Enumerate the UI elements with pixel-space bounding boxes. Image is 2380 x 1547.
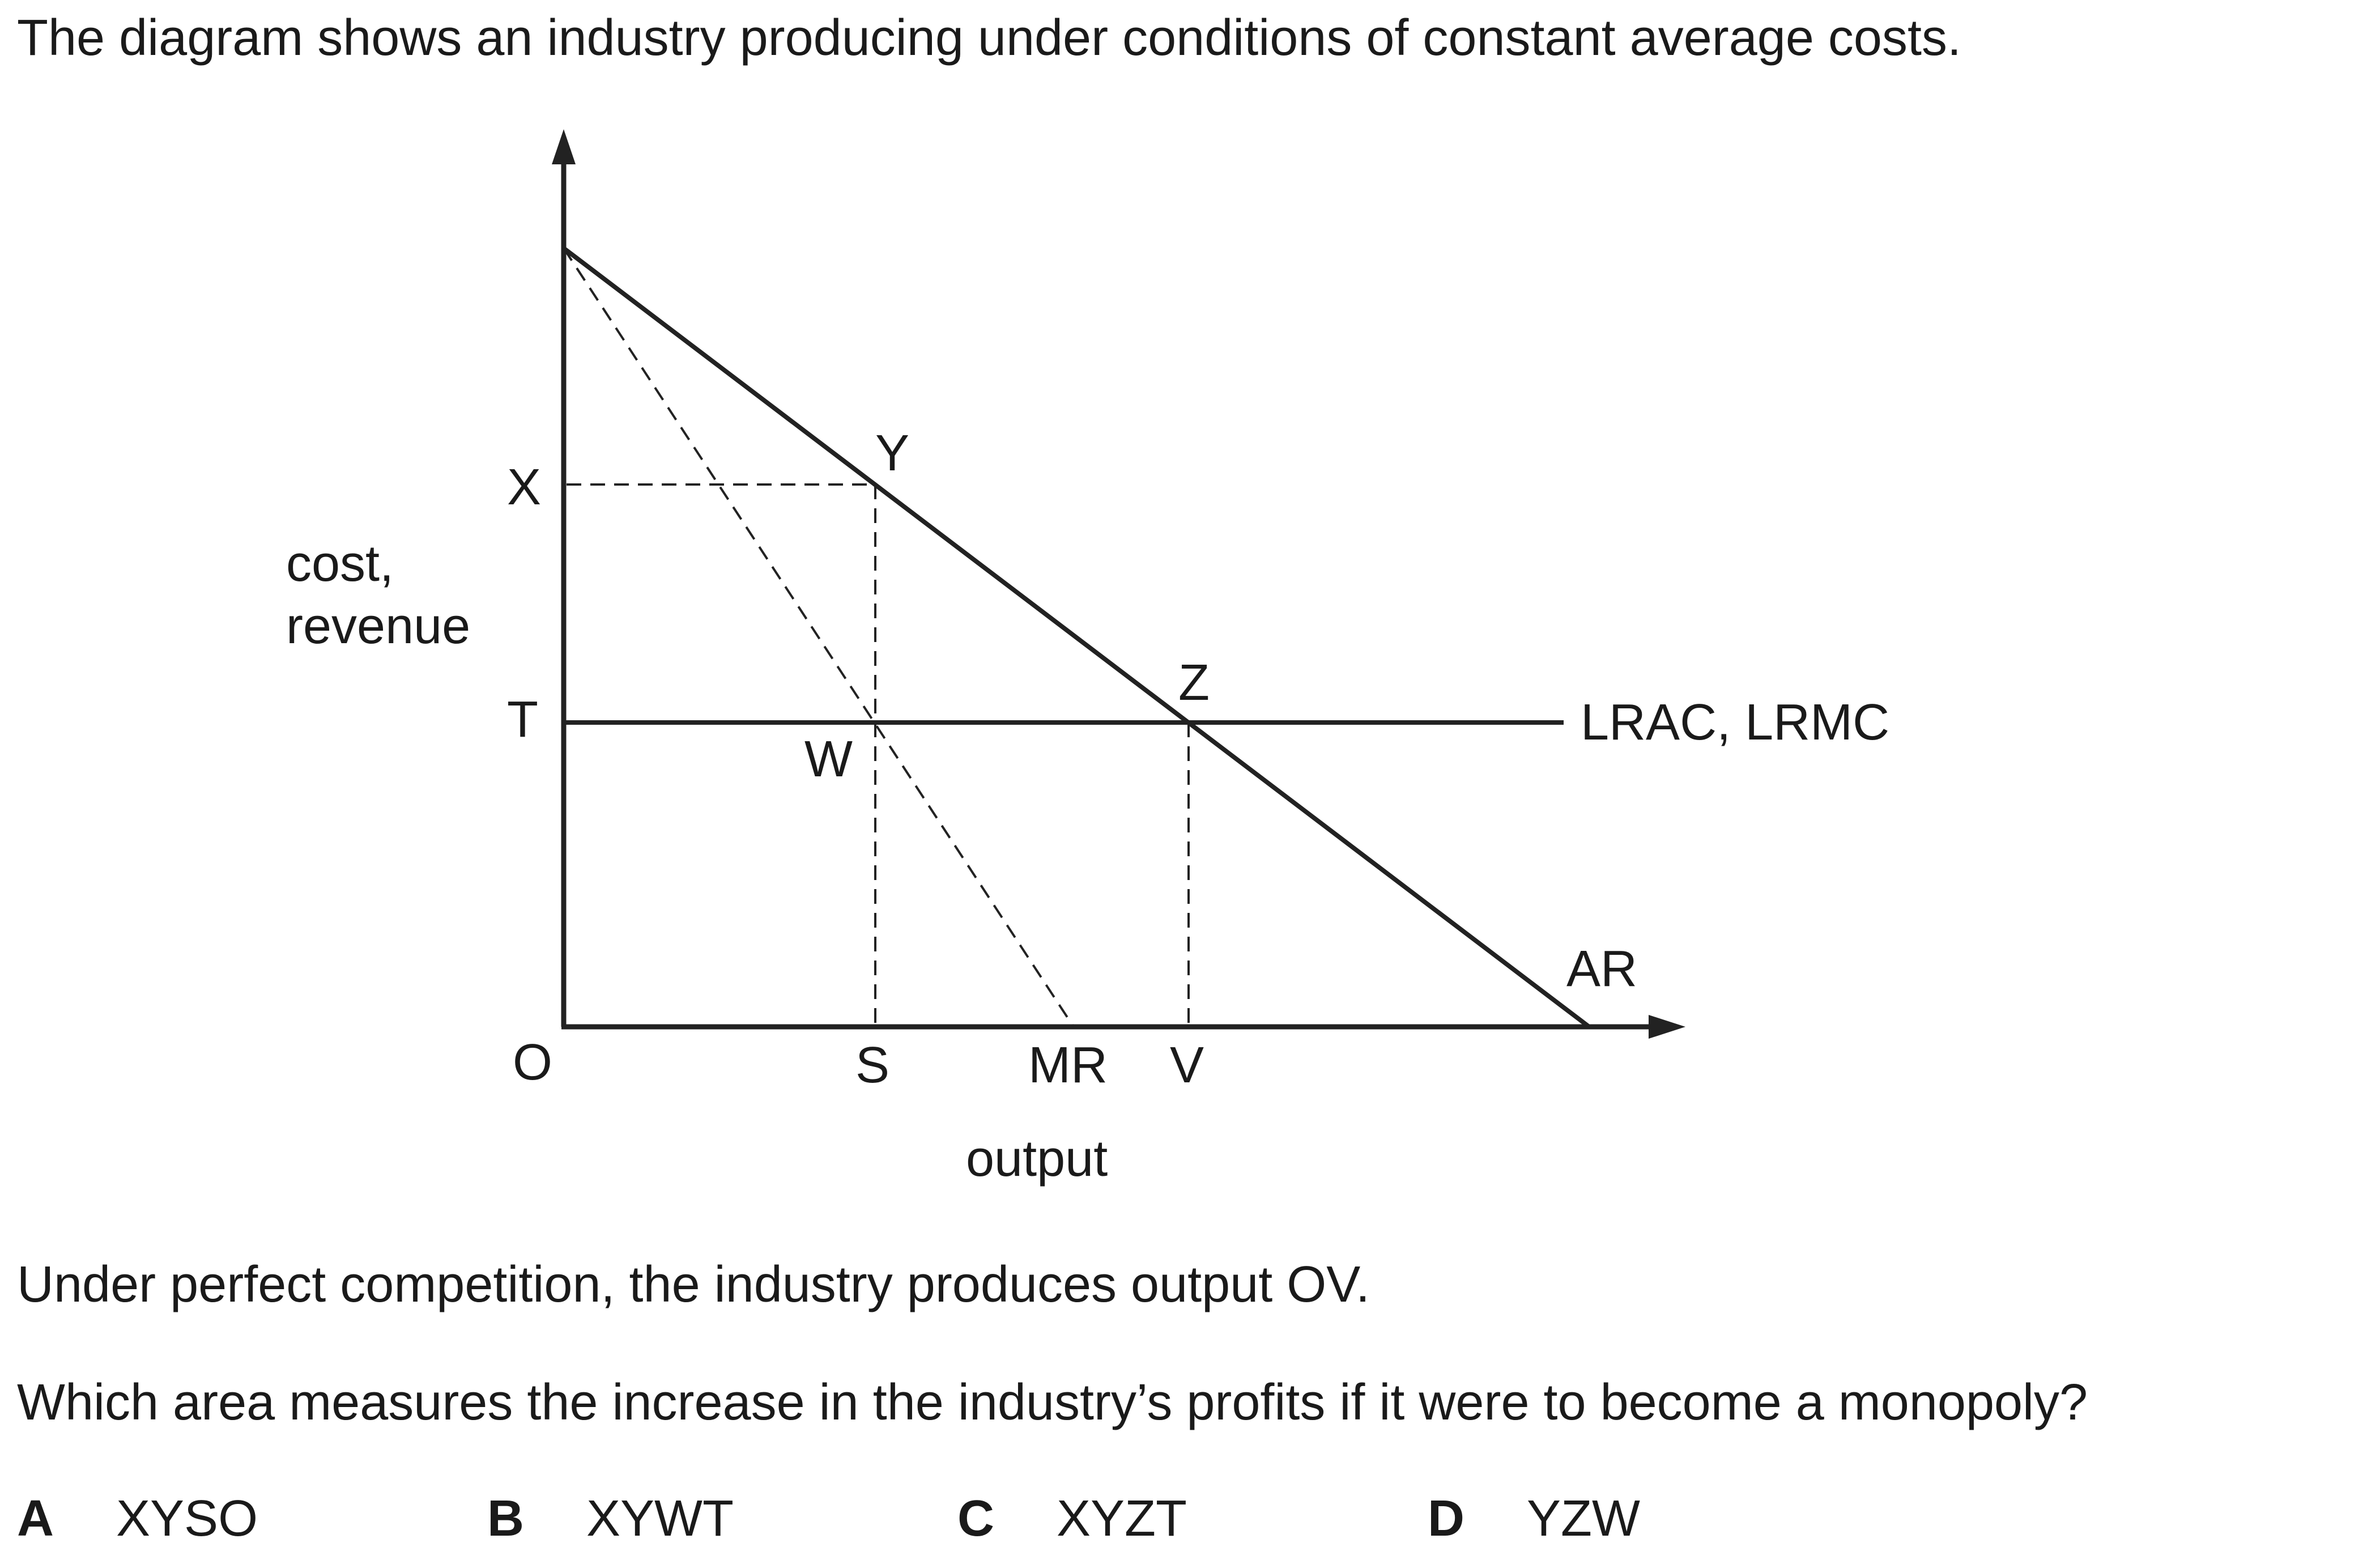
option-c[interactable]: C XYZT — [957, 1490, 1187, 1547]
curve-cost-label: LRAC, LRMC — [1581, 694, 1889, 751]
option-b-text: XYWT — [586, 1490, 734, 1547]
x-axis-label: output — [966, 1130, 1108, 1187]
point-z-label: Z — [1178, 654, 1210, 711]
option-a-letter: A — [17, 1490, 54, 1547]
option-b-letter: B — [487, 1490, 524, 1547]
curve-ar-label: AR — [1566, 941, 1637, 997]
option-c-letter: C — [957, 1490, 994, 1547]
question-intro: The diagram shows an industry producing … — [17, 10, 1961, 66]
y-axis-label-line2: revenue — [286, 598, 470, 654]
option-a-text: XYSO — [116, 1490, 258, 1547]
option-a[interactable]: A XYSO — [17, 1490, 258, 1547]
curve-mr-label: MR — [1028, 1037, 1108, 1094]
x-axis-arrow — [1649, 1015, 1685, 1039]
ar-demand-line — [562, 246, 1591, 1029]
point-t-label: T — [507, 691, 538, 748]
option-b[interactable]: B XYWT — [487, 1490, 734, 1547]
point-w-label: W — [804, 731, 853, 788]
option-d-text: YZW — [1527, 1490, 1640, 1547]
mr-line — [563, 247, 1075, 1028]
y-axis-arrow — [552, 129, 576, 164]
question-statement: Under perfect competition, the industry … — [17, 1256, 1370, 1313]
option-d[interactable]: D YZW — [1428, 1490, 1640, 1547]
option-d-letter: D — [1428, 1490, 1464, 1547]
option-c-text: XYZT — [1057, 1490, 1187, 1547]
point-x-label: X — [507, 459, 541, 516]
question-prompt: Which area measures the increase in the … — [17, 1374, 2088, 1431]
point-o-label: O — [513, 1034, 552, 1091]
point-v-label: V — [1170, 1037, 1204, 1094]
point-y-label: Y — [875, 425, 909, 482]
point-s-label: S — [855, 1037, 889, 1094]
y-axis-label-line1: cost, — [286, 536, 394, 592]
